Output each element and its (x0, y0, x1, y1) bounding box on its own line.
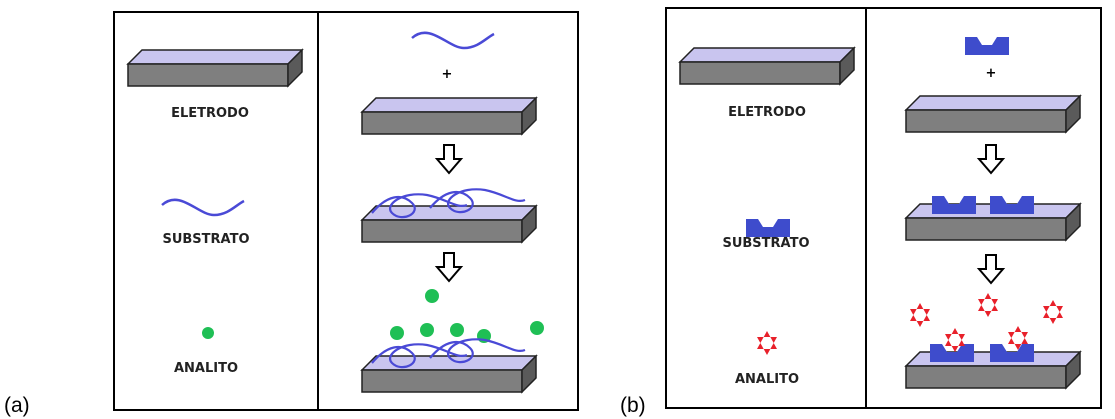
electrode (362, 98, 536, 134)
plus-sign: + (986, 66, 997, 81)
arrow (437, 145, 461, 173)
legend-label: ELETRODO (728, 105, 806, 120)
analyte-icon (757, 331, 777, 355)
legend-label: SUBSTRATO (162, 232, 249, 247)
panel-a: (a) ELETRODO SUBSTRATO ANALITO + (4, 12, 578, 417)
panel-label: (a) (4, 394, 30, 417)
arrow (979, 145, 1003, 173)
substrate-film (930, 344, 974, 362)
substrate-film (990, 344, 1034, 362)
arrow (979, 255, 1003, 283)
arrow (437, 253, 461, 281)
legend-label: ELETRODO (171, 106, 249, 121)
figure: (a) ELETRODO SUBSTRATO ANALITO + (b) ELE… (0, 0, 1115, 419)
substrate-film (990, 196, 1034, 214)
electrode (906, 96, 1080, 132)
legend-label: ANALITO (174, 361, 238, 376)
substrate-icon (965, 37, 1009, 55)
analyte-icon (202, 327, 214, 339)
analytes (390, 289, 544, 343)
panel-b: (b) ELETRODO SUBSTRATO ANALITO + (620, 8, 1101, 417)
analytes (910, 293, 1063, 352)
electrode (128, 50, 302, 86)
legend-label: SUBSTRATO (722, 236, 809, 251)
substrate-icon (162, 200, 244, 215)
plus-sign: + (442, 67, 453, 82)
electrode (680, 48, 854, 84)
panel-label: (b) (620, 394, 646, 417)
substrate-icon (746, 219, 790, 237)
electrode (362, 206, 536, 242)
substrate-film (932, 196, 976, 214)
electrode (362, 356, 536, 392)
substrate-icon (412, 33, 494, 48)
legend-label: ANALITO (735, 372, 799, 387)
